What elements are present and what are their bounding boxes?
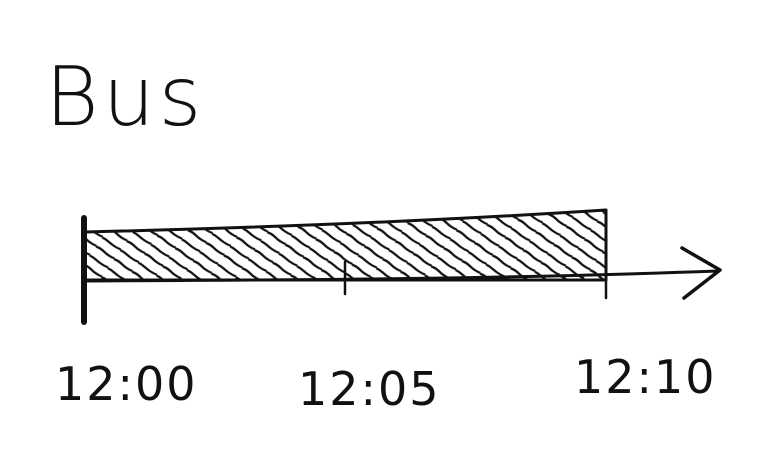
time-axis <box>84 269 720 283</box>
tick-label-12-00: 12:00 <box>55 357 198 411</box>
axis-arrowhead <box>680 246 722 300</box>
bus-duration-bar <box>86 210 606 280</box>
title: Bus <box>45 50 205 145</box>
tick-label-12-05: 12:05 <box>298 362 441 416</box>
tick-label-12-10: 12:10 <box>574 350 717 404</box>
